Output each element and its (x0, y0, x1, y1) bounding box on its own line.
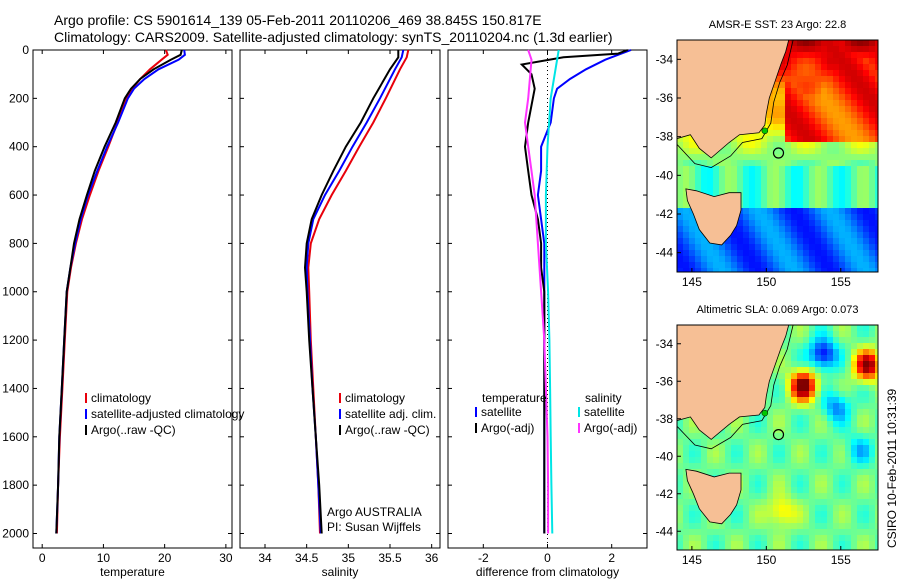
legend-difference: temperature salinitysatelliteArgo(-adj)sa… (475, 391, 637, 435)
y-tick-label: -40 (656, 168, 674, 182)
y-tick-label: -42 (656, 207, 674, 221)
y-tick-label: 1000 (2, 285, 29, 299)
x-tick-label: 34 (258, 551, 272, 565)
x-axis-label: temperature (100, 565, 165, 579)
legend-entry: satellite (481, 405, 522, 419)
y-tick-label: -44 (656, 246, 674, 260)
shelf-contour (677, 325, 794, 450)
land-mainland (677, 325, 790, 440)
y-tick-label: -44 (656, 524, 674, 538)
legend-heading-salinity: salinity (585, 391, 622, 405)
y-tick-label: 200 (9, 91, 29, 105)
x-tick-label: 36 (425, 551, 439, 565)
x-tick-label: 150 (756, 275, 776, 289)
map-title: Altimetric SLA: 0.069 Argo: 0.073 (696, 304, 858, 316)
x-tick-label: 155 (831, 553, 851, 567)
series-line (303, 50, 400, 534)
float-position-marker (772, 428, 785, 441)
float-position-marker (772, 147, 785, 159)
x-tick-label: -2 (478, 551, 489, 565)
figure-title-line-1: Argo profile: CS 5901614_139 05-Feb-2011… (54, 12, 542, 28)
x-tick-label: 20 (158, 551, 172, 565)
land-tasmania (685, 188, 742, 246)
legend-temperature: climatology satellite-adjusted climatolog… (85, 391, 244, 437)
series-line (55, 49, 183, 534)
x-tick-label: 155 (831, 275, 851, 289)
y-tick-label: 1800 (2, 478, 29, 492)
legend-entry: climatology (91, 391, 151, 405)
y-tick-label: 1600 (2, 430, 29, 444)
y-tick-label: 1200 (2, 333, 29, 347)
x-tick-label: 145 (682, 553, 702, 567)
x-axis-label: salinity (322, 565, 359, 579)
legend-entry: Argo(-adj) (584, 421, 637, 435)
y-tick-label: -36 (656, 91, 674, 105)
x-axis-label: difference from climatology (476, 565, 619, 579)
land-mainland (677, 40, 790, 159)
y-tick-label: -34 (656, 52, 674, 66)
y-tick-label: 1400 (2, 381, 29, 395)
y-tick-label: 400 (9, 140, 29, 154)
plot-frame (239, 49, 441, 549)
sst-map: 145 150 155 -34 -36 -38 -40 -42 -44 AMSR-E SST: 2… (656, 19, 879, 289)
station-marker (761, 409, 769, 417)
legend-entry: satellite-adjusted climatology (91, 407, 244, 421)
series-line (523, 49, 550, 534)
x-tick-label: 0 (39, 551, 46, 565)
y-tick-label: 800 (9, 236, 29, 250)
y-tick-label: 0 (22, 43, 29, 57)
map-field (677, 40, 878, 272)
x-tick-label: 10 (97, 551, 111, 565)
x-tick-label: 30 (219, 551, 233, 565)
map-frame (676, 39, 879, 273)
x-tick-label: 34.5 (295, 551, 319, 565)
legend-entry: satellite adj. clim. (345, 407, 436, 421)
x-tick-label: 150 (756, 553, 776, 567)
y-tick-label: -34 (656, 337, 674, 351)
y-tick-label: -38 (656, 130, 674, 144)
legend-entry: Argo(..raw -QC) (91, 423, 176, 437)
legend-salinity: climatology satellite adj. clim. Argo(..ra… (327, 391, 436, 534)
plot-frame (32, 49, 233, 549)
profile-panel-2: 34 34.5 35 35.5 36 salinity (239, 49, 441, 579)
legend-heading-temperature: temperature (482, 391, 547, 405)
figure-title-line-2: Climatology: CARS2009. Satellite-adjuste… (54, 29, 613, 45)
x-tick-label: 35.5 (378, 551, 402, 565)
annotation-pi: PI: Susan Wijffels (327, 520, 421, 534)
series-line (544, 49, 560, 534)
station-marker (761, 127, 769, 135)
x-tick-label: 0 (544, 551, 551, 565)
sla-map: 145 150 155 -34 -36 -38 -40 -42 -44 Altimetric SL… (656, 304, 879, 567)
map-frame (676, 324, 879, 551)
profile-panel-1: 0 10 20 30 0 200 400 600 800 1000 1200 1400 1600 1800… (2, 43, 233, 579)
y-tick-label: 2000 (2, 526, 29, 540)
x-tick-label: 35 (342, 551, 356, 565)
map-title: AMSR-E SST: 23 Argo: 22.8 (709, 19, 847, 31)
x-tick-label: 2 (608, 551, 615, 565)
series-line (519, 49, 629, 534)
annotation-argo: Argo AUSTRALIA (327, 505, 422, 519)
land-tasmania (685, 468, 742, 525)
legend-entry: Argo(-adj) (481, 421, 534, 435)
legend-entry: climatology (345, 391, 405, 405)
y-tick-label: -36 (656, 374, 674, 388)
map-field (677, 325, 878, 550)
y-tick-label: 600 (9, 188, 29, 202)
legend-entry: satellite (584, 405, 625, 419)
x-tick-label: 145 (682, 275, 702, 289)
legend-entry: Argo(..raw -QC) (345, 423, 430, 437)
y-tick-label: -42 (656, 487, 674, 501)
shelf-contour (677, 40, 794, 169)
y-tick-label: -40 (656, 449, 674, 463)
y-tick-label: -38 (656, 412, 674, 426)
